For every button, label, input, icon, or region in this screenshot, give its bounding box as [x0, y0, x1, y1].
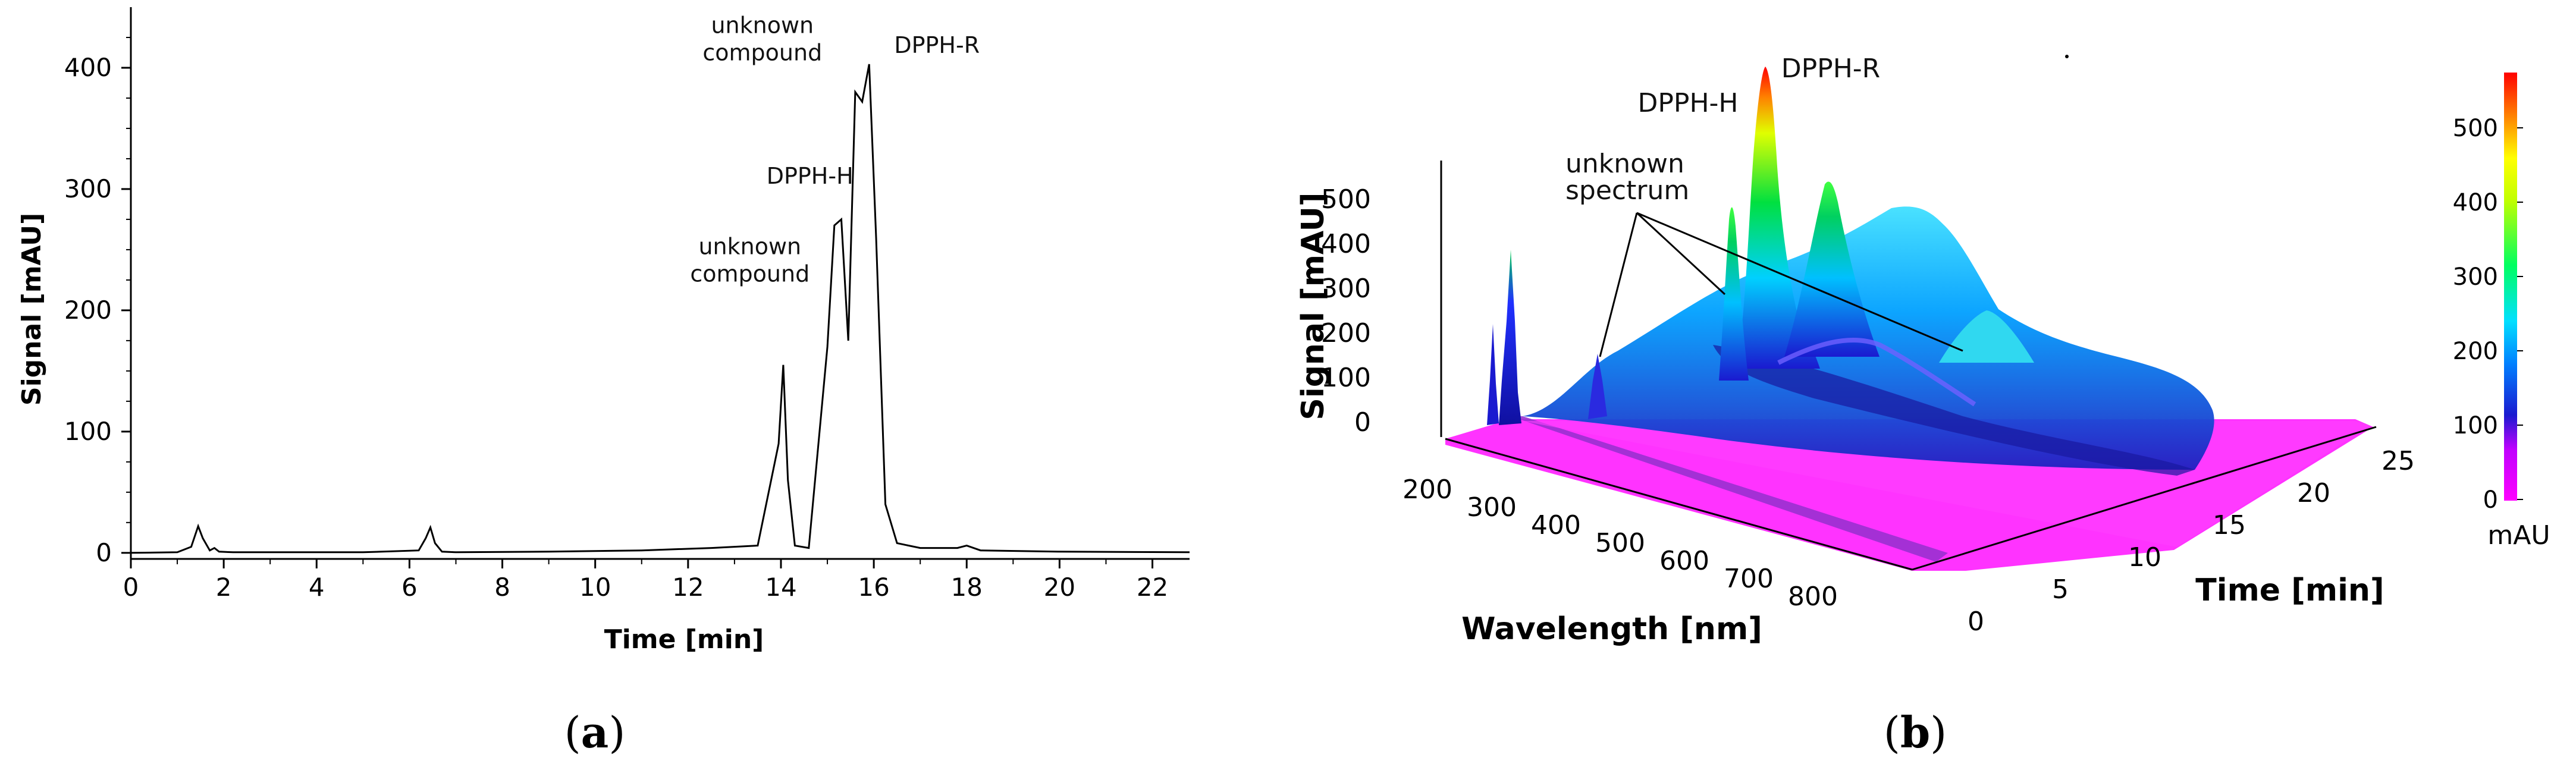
panel-b-peak-shoulder — [1939, 310, 2034, 363]
panel-b-leader-line-1 — [1599, 212, 1638, 357]
panel-a-x-tick-label: 22 — [1137, 573, 1168, 602]
colorbar-tick-label: 200 — [2453, 338, 2498, 365]
panel-b-leader-line-3 — [1636, 212, 1963, 352]
panel-a-x-axis-label: Time [min] — [604, 624, 764, 655]
panel-b-signal-ticks: 0 100 200 300 400 500 — [1321, 184, 1371, 438]
colorbar-ticks: 0 100 200 300 400 500 — [2453, 115, 2523, 514]
panel-b-annotation-unknown-2: spectrum — [1565, 175, 1689, 206]
panel-b-annotation-dpph-h: DPPH-H — [1638, 88, 1739, 118]
panel-a-x-tick-label: 18 — [951, 573, 983, 602]
colorbar — [2504, 73, 2517, 501]
colorbar-label: mAU — [2487, 520, 2550, 551]
colorbar-tick-label: 0 — [2483, 486, 2498, 514]
panel-a-x-tick-label: 2 — [216, 573, 232, 602]
panel-b-label-letter: b — [1900, 707, 1930, 758]
panel-b-wavelength-tick-label: 600 — [1659, 546, 1709, 576]
panel-b-peak-secondary — [1784, 181, 1880, 357]
panel-a-x-tick-label: 12 — [672, 573, 704, 602]
panel-a-x-tick-label: 20 — [1044, 573, 1075, 602]
panel-b-wavelength-tick-label: 400 — [1531, 510, 1581, 540]
panel-b-floor-front-edge — [1511, 416, 1948, 562]
panel-b-time-tick-label: 20 — [2297, 478, 2330, 508]
panel-b-signal-tick-label: 0 — [1354, 407, 1371, 438]
panel-b-label: (b) — [1884, 707, 1947, 758]
chromatogram-line — [130, 64, 1190, 554]
panel-a-label-letter: a — [581, 707, 609, 758]
panel-a-x-tick-label: 4 — [309, 573, 325, 602]
panel-b-stray-mark — [2065, 55, 2069, 58]
panel-a-annotation: unknown — [711, 12, 814, 39]
panel-a-annotation-line2: compound — [690, 261, 809, 287]
panel-b-annotation-unknown-1: unknown — [1565, 149, 1684, 179]
panel-a-y-ticks: 0 100 200 300 400 — [64, 36, 131, 567]
panel-a-x-tick-label: 8 — [494, 573, 510, 602]
panel-a-y-tick-label: 100 — [64, 417, 112, 446]
panel-b-ridge-shadow — [1713, 345, 2195, 476]
panel-b-spike-3 — [1588, 354, 1607, 419]
panel-a-x-tick-label: 16 — [858, 573, 889, 602]
panel-b-time-axis-line — [1912, 426, 2377, 571]
panel-b-wavelength-tick-label: 700 — [1724, 564, 1774, 594]
panel-a-x-tick-label: 14 — [765, 573, 796, 602]
panel-a-label: (a) — [564, 707, 626, 758]
panel-a-x-tick-label: 10 — [579, 573, 611, 602]
panel-b-wavelength-tick-label: 800 — [1788, 582, 1838, 612]
panel-b-signal-tick-label: 200 — [1321, 318, 1371, 348]
panel-a-annotation: DPPH-H — [767, 163, 854, 189]
panel-a-x-tick-label: 0 — [123, 573, 139, 602]
panel-b-wavelength-ticks: 200 300 400 500 600 700 800 — [1402, 474, 1838, 612]
colorbar-tick-label: 300 — [2453, 263, 2498, 291]
panel-b-wavelength-tick-label: 500 — [1595, 528, 1645, 558]
panel-b-signal-tick-label: 400 — [1321, 229, 1371, 259]
panel-a-y-tick-label: 300 — [64, 174, 112, 203]
panel-a-annotation: unknown — [698, 234, 801, 260]
panel-a-x-tick-label: 6 — [401, 573, 418, 602]
panel-a-y-axis-label: Signal [mAU] — [17, 213, 47, 406]
panel-b-time-tick-label: 10 — [2128, 542, 2161, 573]
panel-b-signal-tick-label: 500 — [1321, 184, 1371, 215]
panel-b-y-axis-label: Signal [mAU] — [1295, 192, 1331, 420]
panel-a-axes — [130, 7, 1190, 560]
panel-b-x-axis-label: Wavelength [nm] — [1461, 611, 1762, 647]
panel-b-peak-dpph-r — [1737, 67, 1820, 369]
panel-b-spike-2 — [1487, 324, 1499, 425]
panel-b-signal-tick-label: 300 — [1321, 274, 1371, 304]
panel-a-annotation: DPPH-R — [894, 32, 980, 58]
panel-b-peak-dpph-h — [1719, 207, 1749, 381]
panel-b-annotation-dpph-r: DPPH-R — [1781, 54, 1880, 84]
panel-a-y-tick-label: 400 — [64, 53, 112, 82]
panel-b-z-axis-label: Time [min] — [2195, 573, 2384, 608]
colorbar-tick-label: 500 — [2453, 115, 2498, 142]
panel-b-wavelength-tick-label: 200 — [1402, 474, 1452, 505]
panel-a-x-ticks: 0 2 4 6 8 10 12 14 16 18 20 22 — [123, 559, 1168, 602]
panel-b-sub-ridge — [1777, 337, 1976, 407]
panel-b-time-tick-label: 15 — [2213, 510, 2246, 540]
panel-a-chromatogram: 0 2 4 6 8 10 12 14 16 18 20 22 0 100 200 300 400 unknow… — [17, 7, 1190, 655]
panel-b-spike-1 — [1499, 250, 1521, 425]
panel-a-y-tick-label: 200 — [64, 296, 112, 325]
panel-b-wavelength-tick-label: 300 — [1467, 492, 1517, 523]
colorbar-tick-label: 400 — [2453, 189, 2498, 216]
colorbar-tick-label: 100 — [2453, 412, 2498, 439]
panel-b-signal-tick-label: 100 — [1321, 363, 1371, 393]
panel-a-annotation-line2: compound — [702, 40, 822, 66]
panel-b-time-tick-label: 5 — [2052, 574, 2069, 605]
panel-b-time-tick-label: 25 — [2382, 446, 2415, 476]
panel-a-y-tick-label: 0 — [96, 538, 112, 567]
panel-b-wavelength-axis-line — [1445, 438, 1913, 571]
panel-b-time-ticks: 0 5 10 15 20 25 — [1968, 446, 2415, 637]
panel-b-leader-line-2 — [1636, 212, 1726, 296]
panel-b-time-tick-label: 0 — [1968, 606, 1984, 637]
